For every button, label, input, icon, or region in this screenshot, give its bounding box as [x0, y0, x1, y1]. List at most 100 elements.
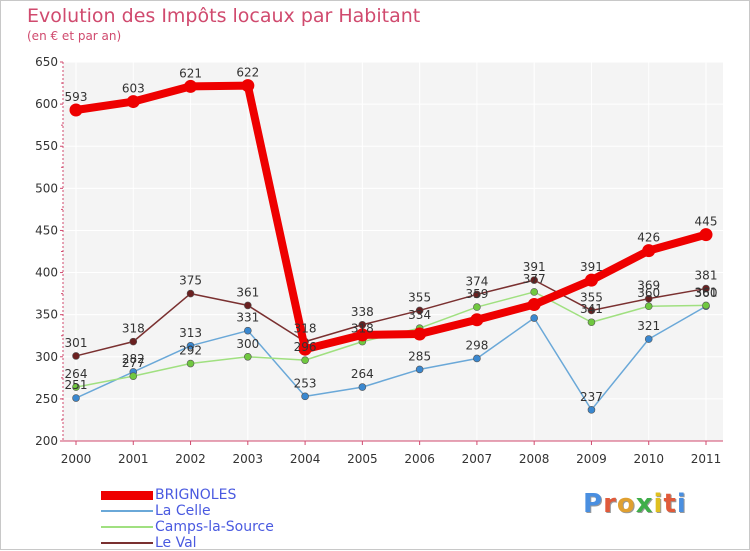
ytick-label-650: 650	[35, 55, 58, 69]
point-la-celle-2003	[244, 326, 252, 335]
data-label-la-celle-2009: 237	[580, 390, 603, 404]
ytick-label-250: 250	[35, 392, 58, 406]
point-le-val-2000	[72, 352, 80, 360]
point-camps-la-source-2008	[530, 288, 538, 296]
xtick-label-2006: 2006	[404, 452, 435, 466]
ytick-label-550: 550	[35, 139, 58, 153]
point-brignoles-2008	[527, 298, 541, 312]
xtick-label-2001: 2001	[118, 452, 149, 466]
data-label-la-celle-2001: 282	[122, 352, 145, 366]
data-label-camps-la-source-2005: 318	[351, 322, 374, 336]
proxiti-logo: Proxiti	[583, 489, 687, 519]
ytick-label-450: 450	[35, 223, 58, 237]
point-la-celle-2002	[186, 342, 195, 350]
point-le-val-2010	[644, 294, 653, 303]
point-la-celle-2006	[415, 365, 424, 374]
data-label-camps-la-source-2003: 300	[236, 337, 259, 351]
point-brignoles-2003	[241, 79, 255, 93]
chart-title: Evolution des Impôts locaux par Habitant	[27, 5, 421, 27]
xtick-label-2008: 2008	[519, 452, 550, 466]
legend-item-le-val: Le Val	[101, 535, 274, 551]
legend-label-brignoles: BRIGNOLES	[155, 487, 237, 503]
chart-subtitle: (en € et par an)	[27, 29, 122, 43]
point-la-celle-2005	[358, 383, 367, 391]
data-label-camps-la-source-2009: 341	[580, 302, 603, 316]
xtick-label-2003: 2003	[233, 452, 264, 466]
data-label-le-val-2011: 381	[695, 269, 718, 283]
legend-label-le-val: Le Val	[155, 535, 197, 551]
point-brignoles-2001	[126, 95, 140, 109]
legend-item-brignoles: BRIGNOLES	[101, 487, 274, 503]
data-label-camps-la-source-2008: 377	[523, 272, 546, 286]
data-label-le-val-2007: 374	[465, 274, 488, 288]
data-label-le-val-2001: 318	[122, 322, 145, 336]
legend-label-la-celle: La Celle	[155, 503, 211, 519]
data-label-la-celle-2006: 285	[408, 349, 431, 363]
ytick-label-400: 400	[35, 266, 58, 280]
data-label-la-celle-2004: 253	[294, 376, 317, 390]
data-label-le-val-2008: 391	[523, 260, 546, 274]
point-le-val-2011	[702, 284, 710, 293]
point-camps-la-source-2009	[587, 318, 596, 327]
data-label-camps-la-source-2011: 361	[695, 285, 718, 299]
ytick-label-500: 500	[35, 181, 58, 195]
series-line-brignoles	[72, 81, 710, 354]
point-camps-la-source-2011	[702, 301, 710, 310]
xtick-label-2009: 2009	[576, 452, 607, 466]
data-label-la-celle-2005: 264	[351, 367, 374, 381]
data-label-le-val-2006: 355	[408, 290, 431, 304]
data-label-camps-la-source-2001: 277	[122, 356, 145, 370]
series-line-le-val	[75, 279, 707, 357]
point-camps-la-source-2000	[72, 383, 80, 391]
point-le-val-2007	[473, 290, 481, 299]
xtick-label-2010: 2010	[633, 452, 664, 466]
ytick-label-350: 350	[35, 308, 58, 322]
point-le-val-2008	[530, 276, 538, 284]
legend-item-camps-la-source: Camps-la-Source	[101, 519, 274, 535]
point-le-val-2003	[244, 301, 252, 310]
xtick-label-2002: 2002	[175, 452, 206, 466]
legend-swatch-la-celle	[101, 510, 153, 512]
data-label-la-celle-2011: 360	[695, 286, 718, 300]
legend-swatch-brignoles	[101, 490, 153, 500]
data-label-camps-la-source-2010: 360	[637, 286, 660, 300]
point-brignoles-2011	[699, 228, 713, 242]
legend-swatch-camps-la-source	[101, 526, 153, 528]
point-brignoles-2009	[584, 273, 598, 287]
xtick-label-2005: 2005	[347, 452, 378, 466]
data-label-camps-la-source-2006: 334	[408, 308, 431, 322]
data-label-brignoles-2003: 622	[236, 66, 259, 80]
point-brignoles-2010	[642, 244, 656, 258]
data-label-la-celle-2003: 331	[236, 311, 259, 325]
point-la-celle-2004	[301, 392, 309, 401]
data-label-brignoles-2010: 426	[637, 231, 660, 245]
data-label-le-val-2000: 301	[65, 336, 88, 350]
point-brignoles-2005	[355, 328, 369, 342]
legend-item-la-celle: La Celle	[101, 503, 274, 519]
point-brignoles-2000	[69, 103, 83, 117]
point-le-val-2002	[186, 289, 195, 298]
data-label-brignoles-2009: 391	[580, 260, 603, 274]
series-line-la-celle	[75, 305, 707, 411]
point-le-val-2006	[415, 306, 424, 315]
legend-swatch-le-val	[101, 542, 153, 544]
point-camps-la-source-2010	[644, 302, 653, 311]
point-brignoles-2004	[298, 342, 312, 356]
data-label-brignoles-2001: 603	[122, 82, 145, 96]
xtick-label-2004: 2004	[290, 452, 321, 466]
legend: BRIGNOLES La Celle Camps-la-Source Le Val	[101, 487, 274, 551]
point-brignoles-2007	[470, 313, 484, 327]
point-la-celle-2010	[644, 335, 653, 343]
xtick-label-2007: 2007	[462, 452, 493, 466]
data-label-le-val-2005: 338	[351, 305, 374, 319]
data-label-la-celle-2007: 298	[465, 338, 488, 352]
point-camps-la-source-2007	[473, 303, 481, 311]
point-camps-la-source-2002	[186, 359, 195, 368]
point-camps-la-source-2003	[244, 352, 252, 361]
data-label-le-val-2010: 369	[637, 279, 660, 293]
data-label-la-celle-2002: 313	[179, 326, 202, 340]
data-label-brignoles-2000: 593	[65, 90, 88, 104]
data-label-camps-la-source-2002: 292	[179, 344, 202, 358]
plot-area	[63, 62, 723, 441]
